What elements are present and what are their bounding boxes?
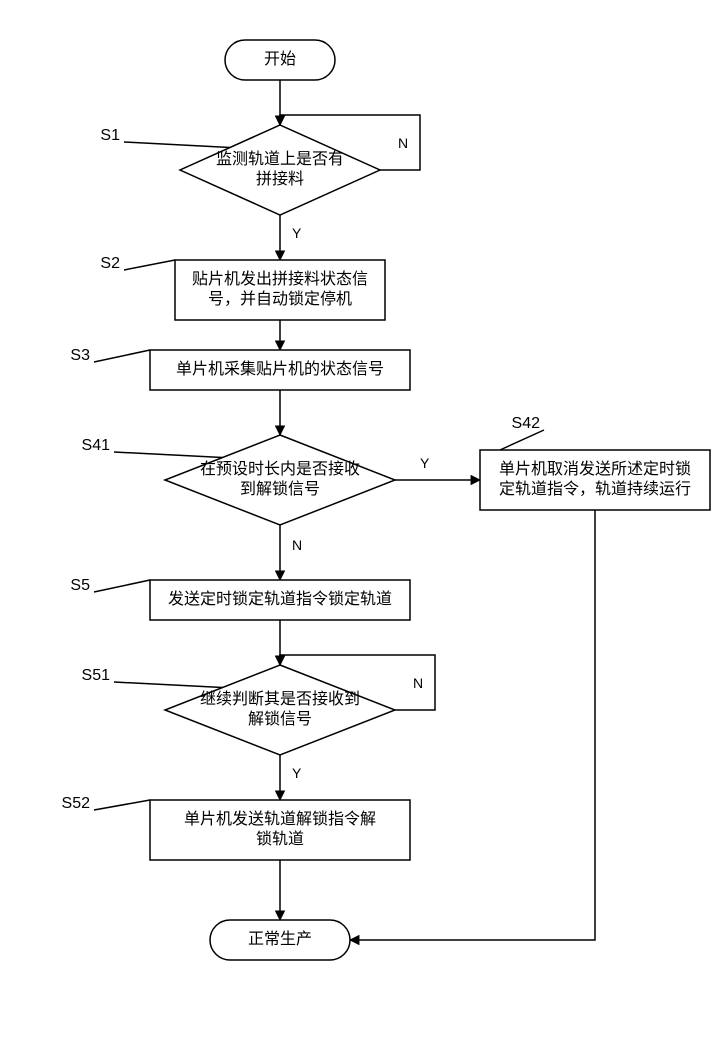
edge (350, 510, 595, 940)
node-text: 单片机发送轨道解锁指令解 (184, 810, 376, 828)
node-end: 正常生产 (210, 920, 350, 960)
node-text: 到解锁信号 (240, 480, 320, 498)
node-text: 锁轨道 (256, 830, 304, 848)
node-text: 贴片机发出拼接料状态信 (192, 270, 368, 288)
node-text: 继续判断其是否接收到 (200, 690, 360, 708)
node-text: 拼接料 (256, 170, 304, 188)
node-text: 监测轨道上是否有 (216, 150, 344, 168)
node-text: 在预设时长内是否接收 (200, 460, 360, 478)
node-text: 号，并自动锁定停机 (208, 290, 352, 308)
node-text: 定轨道指令，轨道持续运行 (499, 480, 691, 498)
node-s52: 单片机发送轨道解锁指令解锁轨道 S52 (62, 795, 410, 860)
node-text: 发送定时锁定轨道指令锁定轨道 (168, 590, 392, 608)
edge-label: Y (292, 765, 302, 781)
node-s5: 发送定时锁定轨道指令锁定轨道 S5 (70, 577, 410, 620)
step-label: S42 (512, 415, 541, 432)
node-text: 解锁信号 (248, 710, 312, 728)
edge-label: Y (292, 225, 302, 241)
edge-label: N (292, 537, 302, 553)
step-label: S1 (100, 127, 120, 144)
step-label: S2 (100, 255, 120, 272)
node-text: 单片机取消发送所述定时锁 (499, 460, 691, 478)
node-s42: 单片机取消发送所述定时锁定轨道指令，轨道持续运行 S42 (480, 415, 710, 510)
node-s41: 在预设时长内是否接收到解锁信号 S41 (82, 435, 395, 525)
step-label: S41 (82, 437, 111, 454)
flowchart: Y N Y N N Y 开始监测轨道上是否有拼接料 S1 贴片机发出拼接料状态信号，并自动锁定停… (20, 20, 719, 1020)
node-s2: 贴片机发出拼接料状态信号，并自动锁定停机 S2 (100, 255, 385, 320)
step-label: S51 (82, 667, 111, 684)
edge-label: N (413, 675, 423, 691)
node-text: 正常生产 (248, 930, 312, 948)
node-s51: 继续判断其是否接收到解锁信号 S51 (82, 665, 395, 755)
step-label: S3 (70, 347, 90, 364)
edge-label: Y (420, 455, 430, 471)
edge-label: N (398, 135, 408, 151)
node-text: 单片机采集贴片机的状态信号 (176, 360, 384, 378)
node-s1: 监测轨道上是否有拼接料 S1 (100, 125, 380, 215)
node-s3: 单片机采集贴片机的状态信号 S3 (70, 347, 410, 390)
node-text: 开始 (264, 50, 296, 68)
step-label: S5 (70, 577, 90, 594)
node-start: 开始 (225, 40, 335, 80)
step-label: S52 (62, 795, 91, 812)
nodes: 开始监测轨道上是否有拼接料 S1 贴片机发出拼接料状态信号，并自动锁定停机 S2 单片机… (62, 40, 710, 960)
